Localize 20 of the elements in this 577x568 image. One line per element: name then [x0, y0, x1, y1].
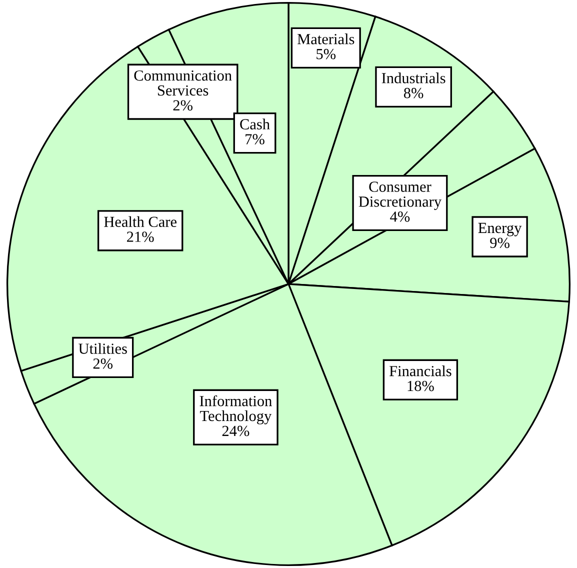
slice-label: Health Care: [104, 216, 177, 228]
data-label: 7%: [246, 134, 264, 144]
slice-label: Consumer Discretionary: [358, 182, 442, 210]
slice-label: Communication Services: [134, 70, 232, 96]
data-label: 4%: [390, 211, 410, 222]
slice-label: Financials: [389, 365, 452, 376]
slice-label: Information Technology: [200, 395, 272, 424]
slice-label: Industrials: [382, 72, 446, 84]
slice-label: Utilities: [78, 343, 127, 354]
data-label: 2%: [173, 100, 192, 111]
slice-label: Cash: [240, 118, 270, 130]
data-label: 2%: [93, 358, 113, 369]
data-label: 9%: [490, 238, 510, 248]
data-label: 24%: [222, 426, 250, 436]
data-label: 5%: [316, 48, 336, 60]
slice-label: Materials: [297, 34, 354, 44]
data-label: 18%: [408, 380, 434, 392]
slice-label: Energy: [478, 222, 522, 236]
data-label: 8%: [404, 88, 424, 98]
data-label: 21%: [127, 232, 154, 242]
